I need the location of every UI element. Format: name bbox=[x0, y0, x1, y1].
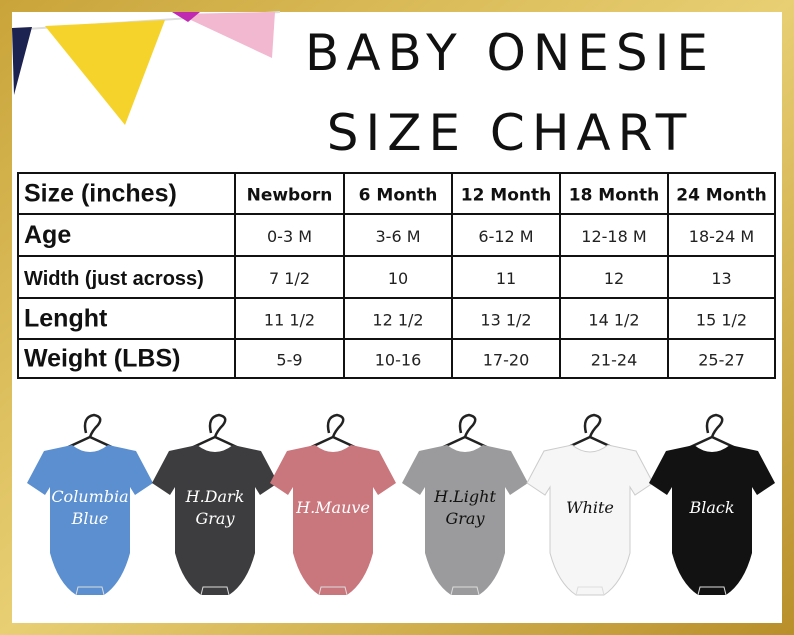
size-table: Size (inches) Newborn 6 Month 12 Month 18 Mo… bbox=[17, 172, 776, 379]
onesie: Columbia Blue bbox=[27, 413, 153, 596]
onesie: H.Mauve bbox=[270, 413, 396, 596]
table-cell: 15 1/2 bbox=[696, 311, 747, 330]
table-cell: 14 1/2 bbox=[588, 311, 639, 330]
onesie-body bbox=[526, 444, 654, 596]
column-header: Newborn bbox=[247, 186, 333, 206]
column-header: 12 Month bbox=[461, 186, 552, 206]
onesie-body bbox=[402, 445, 528, 595]
snap-tab bbox=[200, 586, 230, 596]
table-cell: 10 bbox=[388, 269, 408, 288]
onesie: Black bbox=[649, 413, 775, 596]
title-line: SIZE CHART bbox=[327, 104, 694, 162]
table-border bbox=[17, 172, 776, 379]
color-label: H.Light bbox=[433, 487, 496, 506]
onesie: White bbox=[526, 413, 654, 596]
row-label: Lenght bbox=[24, 305, 108, 333]
table-cell: 7 1/2 bbox=[269, 269, 310, 288]
table-cell: 10-16 bbox=[375, 351, 422, 370]
color-label: Columbia bbox=[51, 487, 128, 506]
color-label: Black bbox=[688, 498, 734, 517]
snap-tab bbox=[450, 586, 480, 596]
onesie-body bbox=[649, 445, 775, 595]
snap-tab bbox=[575, 586, 605, 596]
table-cell: 6-12 M bbox=[478, 227, 533, 246]
table-cell: 11 1/2 bbox=[264, 311, 315, 330]
color-label: H.Mauve bbox=[295, 498, 370, 517]
table-cell: 12 1/2 bbox=[372, 311, 423, 330]
color-label: H.Dark bbox=[185, 487, 245, 506]
color-label: Blue bbox=[71, 509, 109, 528]
table-cell: 18-24 M bbox=[689, 227, 754, 246]
onesie: H.Light Gray bbox=[402, 413, 528, 596]
onesie-body bbox=[27, 445, 153, 595]
onesie-row: Columbia Blue H.Dark Gray H.Mauve H.Light Gray… bbox=[27, 413, 775, 596]
table-cell: 5-9 bbox=[276, 351, 302, 370]
table-cell: 17-20 bbox=[483, 351, 530, 370]
color-label: White bbox=[566, 498, 614, 517]
onesie-body bbox=[270, 445, 396, 595]
table-cell: 21-24 bbox=[591, 351, 638, 370]
table-cell: 11 bbox=[496, 269, 516, 288]
table-cell: 0-3 M bbox=[267, 227, 312, 246]
table-cell: 25-27 bbox=[698, 351, 745, 370]
table-cell: 12 bbox=[604, 269, 624, 288]
color-label: Gray bbox=[195, 509, 235, 528]
color-label: Gray bbox=[445, 509, 485, 528]
bunting bbox=[11, 11, 281, 125]
table-cell: 13 bbox=[711, 269, 731, 288]
column-header: 24 Month bbox=[676, 186, 767, 206]
snap-tab bbox=[697, 586, 727, 596]
title-line: BABY ONESIE bbox=[305, 24, 715, 82]
snap-tab bbox=[318, 586, 348, 596]
table-cell: 3-6 M bbox=[375, 227, 420, 246]
onesie: H.Dark Gray bbox=[152, 413, 278, 596]
snap-tab bbox=[75, 586, 105, 596]
table-cell: 13 1/2 bbox=[480, 311, 531, 330]
row-label: Age bbox=[24, 221, 71, 249]
column-header: 18 Month bbox=[569, 186, 660, 206]
column-header: 6 Month bbox=[359, 186, 438, 206]
row-label: Size (inches) bbox=[24, 180, 177, 208]
onesie-body bbox=[152, 445, 278, 595]
row-label: Weight (LBS) bbox=[24, 345, 180, 373]
row-label: Width (just across) bbox=[24, 268, 204, 290]
table-cell: 12-18 M bbox=[581, 227, 646, 246]
